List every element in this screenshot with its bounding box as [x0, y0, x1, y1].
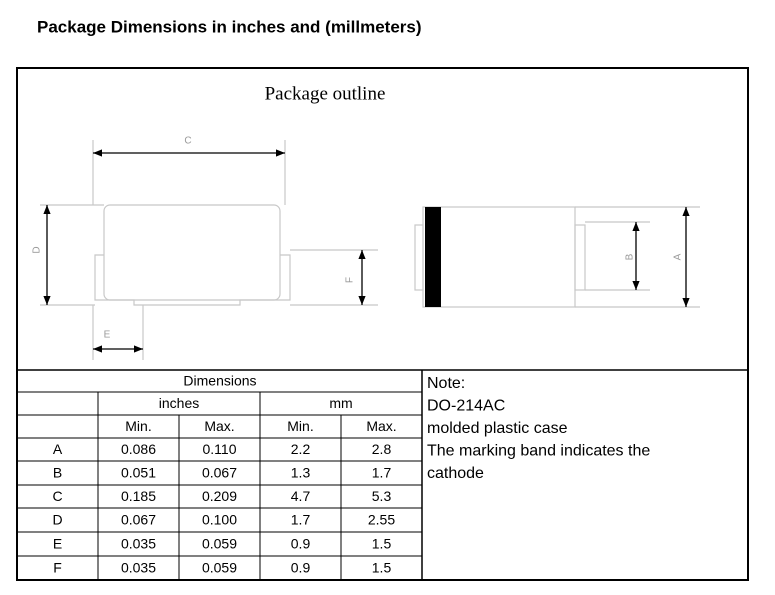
note-line: The marking band indicates the: [427, 443, 650, 460]
table-cell: 0.209: [202, 488, 237, 504]
table-cell: 1.3: [291, 465, 311, 481]
table-cell: 0.100: [202, 512, 237, 528]
table-cell: 0.035: [121, 536, 156, 552]
table-cell: 1.5: [372, 560, 392, 576]
table-cell: 2.55: [368, 512, 395, 528]
table-cell: C: [52, 488, 62, 504]
table-cell: 4.7: [291, 488, 311, 504]
note-line: cathode: [427, 465, 484, 482]
table-cell: E: [53, 536, 62, 552]
dim-label: B: [625, 253, 636, 260]
dim-label: F: [345, 277, 356, 283]
drawing-title: Package outline: [265, 83, 386, 104]
table-cell: A: [53, 441, 63, 457]
dim-label: D: [32, 246, 43, 253]
table-cell: 0.086: [121, 441, 156, 457]
table-cell: Min.: [125, 418, 151, 434]
table-cell: 0.067: [121, 512, 156, 528]
table-cell: Max.: [366, 418, 396, 434]
table-cell: B: [53, 465, 62, 481]
table-cell: 1.5: [372, 536, 392, 552]
note-line: Note:: [427, 375, 465, 392]
side-view: [40, 140, 378, 360]
frame: [16, 67, 749, 581]
table-cell: Dimensions: [183, 373, 256, 389]
table-cell: 2.8: [372, 441, 392, 457]
note-line: DO-214AC: [427, 398, 505, 415]
table-cell: 2.2: [291, 441, 311, 457]
page-title: Package Dimensions in inches and (millme…: [37, 17, 422, 36]
table-cell: 0.059: [202, 536, 237, 552]
table-cell: inches: [159, 395, 199, 411]
dimension-table: Dimensions inches mm Min. Max. Min. Max. A 0.086…: [17, 373, 422, 580]
table-cell: 0.067: [202, 465, 237, 481]
table-cell: 0.051: [121, 465, 156, 481]
table-cell: 0.9: [291, 536, 311, 552]
table-cell: 5.3: [372, 488, 392, 504]
table-cell: D: [52, 512, 62, 528]
table-cell: 1.7: [372, 465, 392, 481]
table-cell: 1.7: [291, 512, 311, 528]
table-cell: Max.: [204, 418, 234, 434]
note: Note: DO-214AC molded plastic case The mark…: [427, 375, 650, 482]
dim-label: E: [104, 330, 111, 341]
table-cell: 0.185: [121, 488, 156, 504]
table-cell: 0.035: [121, 560, 156, 576]
dim-label: C: [184, 136, 191, 147]
note-line: molded plastic case: [427, 420, 568, 437]
dim-label: A: [673, 253, 684, 260]
table-cell: F: [53, 560, 62, 576]
table-cell: 0.110: [203, 441, 237, 457]
end-view: [414, 206, 700, 308]
table-cell: 0.059: [202, 560, 237, 576]
table-cell: Min.: [287, 418, 313, 434]
table-cell: mm: [329, 395, 352, 411]
table-cell: 0.9: [291, 560, 311, 576]
